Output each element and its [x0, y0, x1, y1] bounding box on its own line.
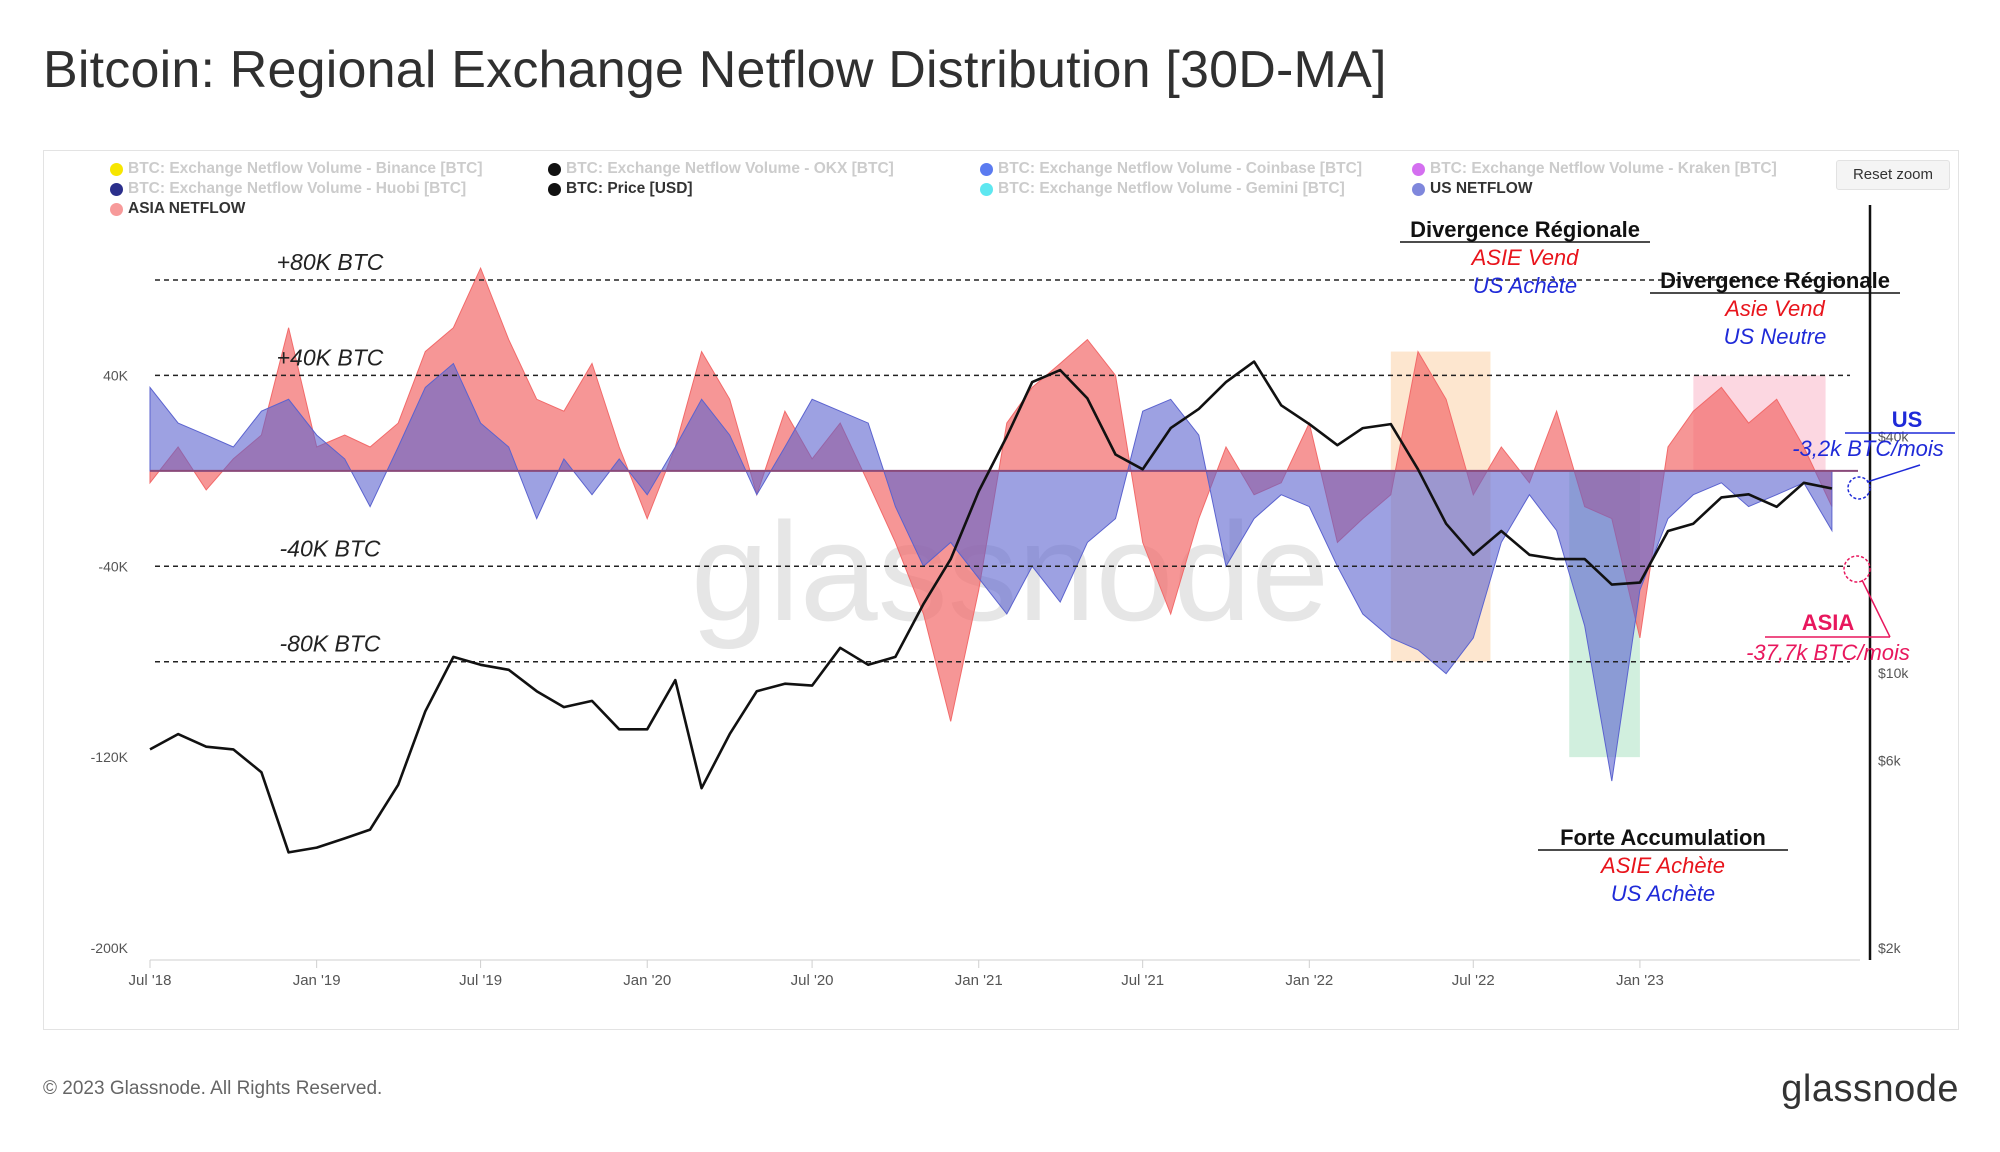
legend-swatch: [110, 202, 123, 216]
legend-label: BTC: Price [USD]: [566, 180, 693, 197]
us-netflow-area: [149, 362, 1833, 782]
x-axis-tick-label: Jan '20: [623, 972, 671, 989]
asia-callout-value: -37,7k BTC/mois: [1746, 640, 1910, 665]
legend-label: BTC: Exchange Netflow Volume - Gemini [B…: [998, 180, 1345, 197]
x-axis-tick-label: Jan '23: [1616, 972, 1664, 989]
reference-line-label: -80K BTC: [280, 631, 381, 657]
x-axis-tick-label: Jul '19: [459, 972, 502, 989]
x-axis-tick-label: Jul '21: [1121, 972, 1164, 989]
asia-callout-label: ASIA: [1802, 610, 1855, 635]
y-left-tick-label: 40K: [103, 367, 129, 383]
legend-item[interactable]: BTC: Exchange Netflow Volume - OKX [BTC]: [548, 160, 894, 178]
us-callout-value: -3,2k BTC/mois: [1792, 436, 1944, 461]
legend-label: BTC: Exchange Netflow Volume - Binance […: [128, 160, 483, 177]
legend-item[interactable]: ASIA NETFLOW: [110, 200, 245, 218]
asia-callout-marker: [1843, 555, 1871, 583]
annotation-line-asia: ASIE Vend: [1470, 245, 1580, 270]
glassnode-logo: glassnode: [1781, 1068, 1959, 1110]
annotation-line-asia: Asie Vend: [1723, 296, 1825, 321]
legend-item[interactable]: BTC: Exchange Netflow Volume - Huobi [BT…: [110, 180, 466, 198]
reference-line-label: -40K BTC: [280, 535, 381, 561]
legend-label: US NETFLOW: [1430, 180, 1533, 197]
x-axis-tick-label: Jan '22: [1285, 972, 1333, 989]
us-callout-label: US: [1892, 407, 1923, 432]
annotation-line-us: US Achète: [1611, 881, 1715, 906]
annotation-heading: Forte Accumulation: [1560, 825, 1766, 850]
legend-item[interactable]: BTC: Price [USD]: [548, 180, 693, 198]
legend-item[interactable]: BTC: Exchange Netflow Volume - Coinbase …: [980, 160, 1362, 178]
x-axis-tick-label: Jul '18: [129, 972, 172, 989]
annotation-heading: Divergence Régionale: [1660, 268, 1890, 293]
x-axis-tick-label: Jul '20: [791, 972, 834, 989]
x-axis-tick-label: Jul '22: [1452, 972, 1495, 989]
reference-line-label: +80K BTC: [277, 249, 384, 275]
legend-item[interactable]: BTC: Exchange Netflow Volume - Gemini [B…: [980, 180, 1345, 198]
legend-swatch: [548, 182, 561, 196]
asia-callout-leader: [1861, 579, 1891, 638]
annotation-heading: Divergence Régionale: [1410, 217, 1640, 242]
chart-title: Bitcoin: Regional Exchange Netflow Distr…: [43, 41, 1387, 99]
x-axis-tick-label: Jan '19: [293, 972, 341, 989]
legend-label: BTC: Exchange Netflow Volume - Coinbase …: [998, 160, 1362, 177]
x-axis-tick-label: Jan '21: [955, 972, 1003, 989]
legend-swatch: [980, 182, 993, 196]
y-right-tick-label: $10k: [1878, 665, 1909, 681]
legend-swatch: [980, 162, 993, 176]
y-left-tick-label: -200K: [91, 940, 129, 956]
reset-zoom-button[interactable]: Reset zoom: [1836, 160, 1950, 190]
annotation-line-us: US Achète: [1473, 273, 1577, 298]
legend-swatch: [1412, 162, 1425, 176]
legend-label: BTC: Exchange Netflow Volume - Huobi [BT…: [128, 180, 467, 197]
legend-label: ASIA NETFLOW: [128, 200, 246, 217]
us-callout-leader: [1866, 464, 1921, 483]
legend-item[interactable]: BTC: Exchange Netflow Volume - Kraken [B…: [1412, 160, 1777, 178]
chart-frame: [43, 150, 1959, 1030]
btc-price-line: [149, 360, 1833, 854]
legend-item[interactable]: BTC: Exchange Netflow Volume - Binance […: [110, 160, 483, 178]
y-right-tick-label: $2k: [1878, 940, 1902, 956]
y-right-tick-label: $6k: [1878, 752, 1902, 768]
legend-swatch: [110, 162, 123, 176]
y-left-tick-label: -40K: [98, 558, 128, 574]
legend-item[interactable]: US NETFLOW: [1412, 180, 1532, 198]
annotation-line-us: US Neutre: [1724, 324, 1827, 349]
legend-label: BTC: Exchange Netflow Volume - Kraken [B…: [1430, 160, 1777, 177]
copyright-text: © 2023 Glassnode. All Rights Reserved.: [43, 1078, 383, 1099]
legend-swatch: [548, 162, 561, 176]
reference-line-label: +40K BTC: [277, 344, 384, 370]
us-callout-marker: [1847, 476, 1871, 500]
legend-label: BTC: Exchange Netflow Volume - OKX [BTC]: [566, 160, 894, 177]
y-left-tick-label: -120K: [91, 749, 129, 765]
legend-swatch: [110, 182, 123, 196]
annotation-line-asia: ASIE Achète: [1599, 853, 1725, 878]
legend-swatch: [1412, 182, 1425, 196]
